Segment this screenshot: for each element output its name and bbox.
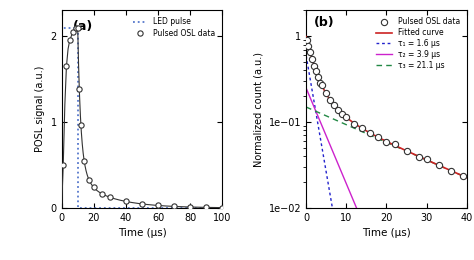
Y-axis label: POSL signal (a.u.): POSL signal (a.u.): [35, 66, 45, 152]
Pulsed OSL data: [352, 123, 357, 126]
Pulsed OSL data: [91, 186, 97, 189]
Line: Pulsed OSL data: Pulsed OSL data: [304, 37, 466, 179]
Line: τ₂ = 3.9 μs: τ₂ = 3.9 μs: [306, 88, 467, 260]
Pulsed OSL data: [315, 75, 321, 78]
Line: LED pulse: LED pulse: [62, 28, 222, 208]
Legend: LED pulse, Pulsed OSL data: LED pulse, Pulsed OSL data: [130, 14, 219, 41]
Pulsed OSL data: [309, 57, 315, 60]
Pulsed OSL data: [123, 200, 129, 203]
LED pulse: [219, 206, 225, 210]
Pulsed OSL data: [187, 205, 193, 209]
Pulsed OSL data: [328, 99, 333, 102]
Line: τ₃ = 21.1 μs: τ₃ = 21.1 μs: [306, 107, 467, 178]
τ₃ = 21.1 μs: [459, 174, 465, 177]
τ₃ = 21.1 μs: [464, 176, 470, 179]
Pulsed OSL data: [331, 104, 337, 107]
Fitted curve: [464, 176, 470, 179]
Pulsed OSL data: [460, 174, 466, 178]
Pulsed OSL data: [70, 30, 76, 34]
Pulsed OSL data: [171, 205, 177, 208]
Pulsed OSL data: [375, 136, 381, 139]
Pulsed OSL data: [82, 159, 87, 162]
Fitted curve: [459, 174, 465, 177]
Pulsed OSL data: [404, 149, 410, 152]
Pulsed OSL data: [155, 204, 161, 207]
Pulsed OSL data: [86, 178, 92, 181]
Text: (a): (a): [73, 20, 93, 33]
Pulsed OSL data: [219, 206, 225, 209]
Pulsed OSL data: [383, 141, 389, 144]
Legend: Pulsed OSL data, Fitted curve, τ₁ = 1.6 μs, τ₂ = 3.9 μs, τ₃ = 21.1 μs: Pulsed OSL data, Fitted curve, τ₁ = 1.6 …: [374, 14, 463, 73]
Fitted curve: [430, 161, 436, 164]
Y-axis label: Normalized count (a.u.): Normalized count (a.u.): [253, 52, 263, 167]
Fitted curve: [459, 174, 465, 177]
LED pulse: [75, 206, 81, 210]
τ₃ = 21.1 μs: [382, 140, 387, 143]
X-axis label: Time (μs): Time (μs): [362, 229, 411, 238]
LED pulse: [59, 206, 64, 210]
Pulsed OSL data: [75, 26, 81, 29]
τ₁ = 1.6 μs: [311, 102, 317, 105]
X-axis label: Time (μs): Time (μs): [118, 229, 166, 238]
Pulsed OSL data: [319, 84, 325, 87]
Pulsed OSL data: [107, 196, 113, 199]
Pulsed OSL data: [60, 164, 66, 167]
Pulsed OSL data: [307, 50, 313, 53]
Pulsed OSL data: [416, 155, 421, 158]
τ₃ = 21.1 μs: [459, 174, 465, 177]
Pulsed OSL data: [311, 64, 317, 67]
Pulsed OSL data: [203, 206, 209, 209]
τ₃ = 21.1 μs: [430, 161, 436, 164]
Pulsed OSL data: [367, 132, 373, 135]
Pulsed OSL data: [339, 112, 345, 115]
Pulsed OSL data: [448, 170, 454, 173]
Pulsed OSL data: [424, 157, 429, 160]
Pulsed OSL data: [336, 108, 341, 111]
Pulsed OSL data: [344, 116, 349, 119]
Fitted curve: [377, 137, 383, 140]
Pulsed OSL data: [306, 44, 311, 48]
Pulsed OSL data: [359, 127, 365, 130]
Fitted curve: [382, 139, 387, 142]
τ₂ = 3.9 μs: [303, 87, 309, 90]
Pulsed OSL data: [323, 92, 329, 95]
Line: τ₁ = 1.6 μs: τ₁ = 1.6 μs: [306, 56, 467, 260]
τ₃ = 21.1 μs: [303, 106, 309, 109]
Pulsed OSL data: [317, 81, 323, 84]
Pulsed OSL data: [139, 202, 145, 205]
Pulsed OSL data: [73, 26, 79, 29]
LED pulse: [75, 26, 81, 29]
Text: (b): (b): [314, 16, 335, 29]
Pulsed OSL data: [67, 39, 73, 42]
Pulsed OSL data: [78, 124, 84, 127]
Fitted curve: [303, 35, 309, 38]
Line: Pulsed OSL data: Pulsed OSL data: [61, 25, 225, 210]
τ₃ = 21.1 μs: [311, 109, 317, 112]
Pulsed OSL data: [313, 70, 319, 73]
LED pulse: [59, 26, 64, 29]
Line: Fitted curve: Fitted curve: [306, 37, 467, 178]
Pulsed OSL data: [304, 39, 310, 42]
Pulsed OSL data: [392, 143, 397, 146]
τ₂ = 3.9 μs: [311, 106, 317, 109]
Pulsed OSL data: [76, 88, 82, 91]
Pulsed OSL data: [99, 192, 105, 195]
τ₃ = 21.1 μs: [377, 138, 383, 141]
Fitted curve: [311, 64, 317, 68]
τ₁ = 1.6 μs: [303, 54, 309, 57]
Pulsed OSL data: [436, 164, 442, 167]
Pulsed OSL data: [64, 65, 69, 68]
